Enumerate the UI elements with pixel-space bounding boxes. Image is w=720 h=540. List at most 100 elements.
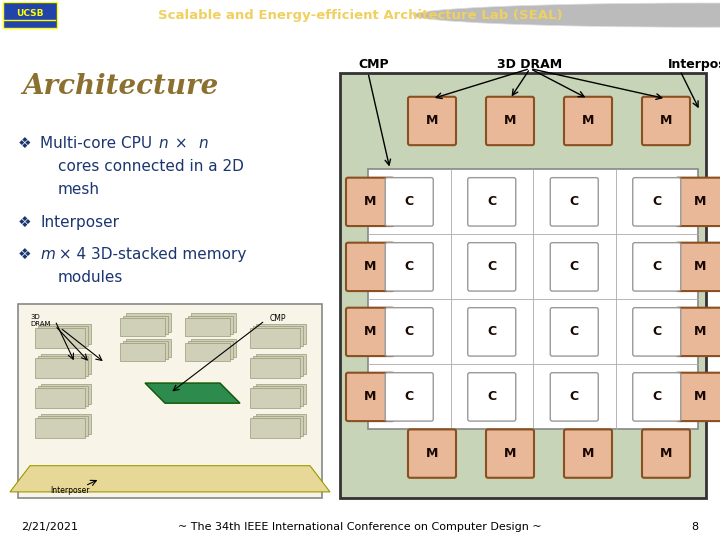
FancyBboxPatch shape [256,354,306,374]
Text: C: C [405,260,414,273]
FancyBboxPatch shape [188,341,233,359]
FancyBboxPatch shape [642,429,690,478]
Text: × 4 3D-stacked memory: × 4 3D-stacked memory [54,247,246,262]
Text: M: M [504,114,516,127]
FancyBboxPatch shape [340,72,706,498]
Text: mesh: mesh [58,183,100,198]
FancyBboxPatch shape [468,178,516,226]
Text: C: C [405,326,414,339]
Text: 2/21/2021: 2/21/2021 [22,522,78,532]
FancyBboxPatch shape [385,178,433,226]
Text: C: C [570,326,579,339]
FancyBboxPatch shape [256,323,306,344]
FancyBboxPatch shape [250,328,300,348]
Text: M: M [694,195,706,208]
Text: Interposer: Interposer [40,215,119,230]
Text: M: M [694,260,706,273]
FancyBboxPatch shape [676,308,720,356]
FancyBboxPatch shape [41,384,91,404]
FancyBboxPatch shape [346,373,394,421]
FancyBboxPatch shape [38,356,88,376]
Text: M: M [364,390,376,403]
Text: C: C [652,390,661,403]
FancyBboxPatch shape [191,314,236,332]
Text: m: m [40,247,55,262]
Text: C: C [487,390,496,403]
Text: M: M [426,447,438,460]
FancyBboxPatch shape [188,315,233,334]
Text: C: C [570,260,579,273]
Text: n: n [158,136,168,151]
FancyBboxPatch shape [408,429,456,478]
Text: M: M [364,195,376,208]
FancyBboxPatch shape [120,318,165,336]
FancyBboxPatch shape [253,416,303,436]
FancyBboxPatch shape [468,242,516,291]
Text: CMP: CMP [270,314,287,323]
Text: CMP: CMP [358,58,389,71]
FancyBboxPatch shape [253,386,303,406]
FancyBboxPatch shape [550,373,598,421]
Text: M: M [582,447,594,460]
FancyBboxPatch shape [38,386,88,406]
FancyBboxPatch shape [633,373,680,421]
FancyBboxPatch shape [564,429,612,478]
FancyBboxPatch shape [123,315,168,334]
FancyBboxPatch shape [41,323,91,344]
FancyBboxPatch shape [486,97,534,145]
FancyBboxPatch shape [642,97,690,145]
Text: M: M [660,114,672,127]
Text: M: M [694,390,706,403]
Text: C: C [405,390,414,403]
Text: ~ The 34th IEEE International Conference on Computer Design ~: ~ The 34th IEEE International Conference… [178,522,542,532]
Circle shape [413,3,720,27]
FancyBboxPatch shape [346,178,394,226]
FancyBboxPatch shape [468,373,516,421]
Text: M: M [364,326,376,339]
FancyBboxPatch shape [385,308,433,356]
FancyBboxPatch shape [41,354,91,374]
FancyBboxPatch shape [250,388,300,408]
Text: C: C [570,195,579,208]
Text: M: M [694,326,706,339]
Text: Interposer: Interposer [668,58,720,71]
Text: 8: 8 [691,522,698,532]
Text: C: C [652,326,661,339]
FancyBboxPatch shape [185,343,230,361]
Text: ❖: ❖ [18,247,32,262]
FancyBboxPatch shape [35,358,85,378]
FancyBboxPatch shape [35,328,85,348]
Text: M: M [660,447,672,460]
FancyBboxPatch shape [250,418,300,438]
FancyBboxPatch shape [368,170,698,429]
FancyBboxPatch shape [385,242,433,291]
FancyBboxPatch shape [550,242,598,291]
FancyBboxPatch shape [676,373,720,421]
FancyBboxPatch shape [256,414,306,435]
FancyBboxPatch shape [38,416,88,436]
FancyBboxPatch shape [126,339,171,357]
FancyBboxPatch shape [250,358,300,378]
Text: M: M [504,447,516,460]
Text: C: C [487,260,496,273]
Text: Scalable and Energy-efficient Architecture Lab (SEAL): Scalable and Energy-efficient Architectu… [158,9,562,22]
Text: M: M [364,260,376,273]
FancyBboxPatch shape [346,308,394,356]
FancyBboxPatch shape [191,339,236,357]
FancyBboxPatch shape [408,97,456,145]
FancyBboxPatch shape [35,418,85,438]
Text: Multi-core CPU: Multi-core CPU [40,136,157,151]
Text: M: M [426,114,438,127]
Text: Interposer: Interposer [50,486,89,495]
Text: ❖: ❖ [18,136,32,151]
Text: C: C [405,195,414,208]
Text: C: C [487,195,496,208]
Text: cores connected in a 2D: cores connected in a 2D [58,159,244,174]
Text: C: C [487,326,496,339]
Text: n: n [198,136,207,151]
Text: 3D DRAM: 3D DRAM [498,58,562,71]
Text: M: M [582,114,594,127]
FancyBboxPatch shape [633,308,680,356]
FancyBboxPatch shape [468,308,516,356]
FancyBboxPatch shape [18,305,322,498]
